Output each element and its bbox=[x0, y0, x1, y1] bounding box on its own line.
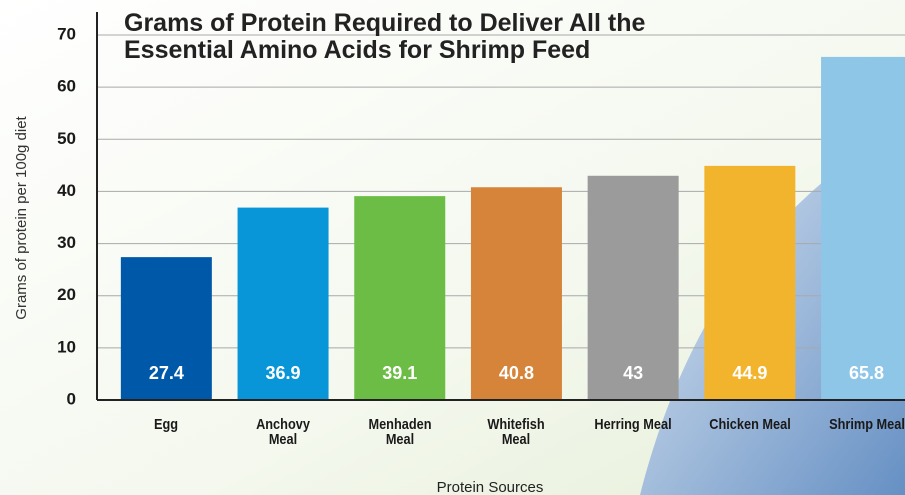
y-tick-label: 50 bbox=[57, 129, 76, 148]
value-label: 44.9 bbox=[732, 363, 767, 383]
x-tick-label: Menhaden Meal bbox=[357, 417, 442, 447]
x-tick-label: Egg bbox=[124, 417, 209, 432]
x-tick-label: Anchovy Meal bbox=[241, 417, 326, 447]
y-tick-label: 30 bbox=[57, 233, 76, 252]
x-tick-label: Herring Meal bbox=[591, 417, 676, 432]
value-label: 27.4 bbox=[149, 363, 184, 383]
value-label: 39.1 bbox=[382, 363, 417, 383]
chart-title: Grams of Protein Required to Deliver All… bbox=[124, 10, 754, 64]
y-tick-label: 70 bbox=[57, 24, 76, 43]
y-tick-label: 20 bbox=[57, 285, 76, 304]
value-label: 36.9 bbox=[266, 363, 301, 383]
x-tick-label: Shrimp Meal bbox=[824, 417, 905, 432]
x-tick-label: Chicken Meal bbox=[707, 417, 792, 432]
x-axis-label: Protein Sources bbox=[437, 479, 544, 495]
value-label: 40.8 bbox=[499, 363, 534, 383]
y-tick-label: 60 bbox=[57, 77, 76, 96]
bar bbox=[821, 57, 905, 400]
x-tick-label: Whitefish Meal bbox=[474, 417, 559, 447]
y-tick-label: 0 bbox=[67, 389, 76, 408]
value-label: 65.8 bbox=[849, 363, 884, 383]
y-tick-label: 40 bbox=[57, 181, 76, 200]
page: {"chart_data": {"type": "bar", "title": … bbox=[0, 0, 905, 495]
y-axis-label: Grams of protein per 100g diet bbox=[13, 115, 30, 319]
value-label: 43 bbox=[623, 363, 643, 383]
y-tick-label: 10 bbox=[57, 337, 76, 356]
